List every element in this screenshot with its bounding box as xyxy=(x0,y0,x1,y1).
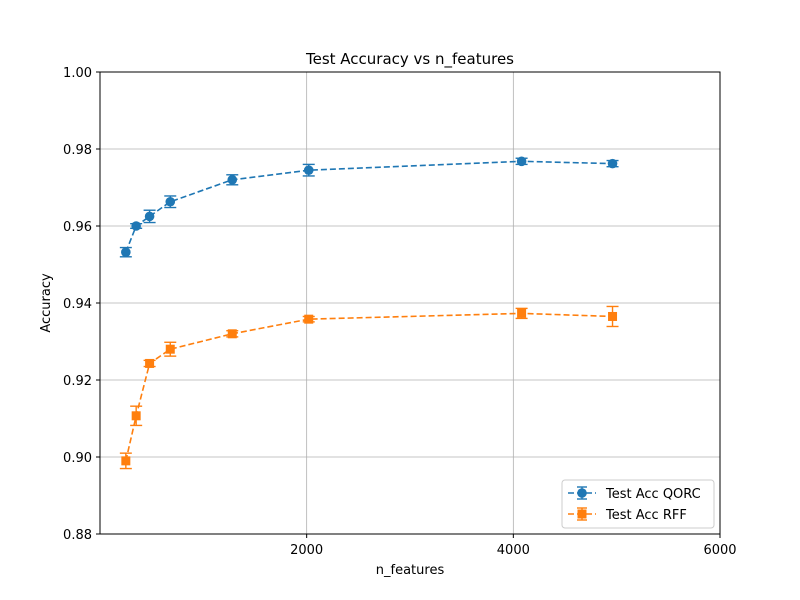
x-tick-label: 2000 xyxy=(290,543,323,558)
data-point xyxy=(606,158,619,169)
data-point xyxy=(119,452,132,470)
data-point xyxy=(226,174,239,186)
y-tick-label: 0.90 xyxy=(63,451,92,466)
y-tick-label: 1.00 xyxy=(63,66,92,81)
data-point xyxy=(302,314,315,324)
legend-square-marker xyxy=(577,509,587,519)
circle-marker xyxy=(303,165,314,175)
data-point xyxy=(606,305,619,328)
square-marker xyxy=(227,329,237,339)
legend-frame xyxy=(561,479,715,529)
y-tick-label: 0.92 xyxy=(63,374,92,389)
y-tick-label: 0.98 xyxy=(63,143,92,158)
square-marker xyxy=(608,311,618,321)
data-point xyxy=(119,246,132,258)
legend-item: Test Acc QORC xyxy=(568,486,701,502)
square-marker xyxy=(121,456,131,466)
chart-title: Test Accuracy vs n_features xyxy=(305,50,514,69)
data-point xyxy=(164,195,177,209)
circle-marker xyxy=(165,196,176,207)
data-point xyxy=(302,163,315,177)
data-point xyxy=(130,221,143,231)
legend: Test Acc QORC Test Acc RFF xyxy=(561,479,715,529)
data-point xyxy=(515,307,528,320)
data-point xyxy=(164,341,177,357)
circle-marker xyxy=(516,156,527,167)
legend-items: Test Acc QORC Test Acc RFF xyxy=(568,486,701,523)
circle-marker xyxy=(131,221,141,231)
x-tick-label: 4000 xyxy=(497,543,530,558)
square-marker xyxy=(304,314,314,324)
y-tick-label: 0.96 xyxy=(63,220,92,235)
x-tick-label: 6000 xyxy=(703,543,736,558)
data-point xyxy=(226,329,239,339)
y-axis-label: Accuracy xyxy=(39,273,54,333)
square-marker xyxy=(145,358,155,368)
square-marker xyxy=(165,344,175,354)
data-point xyxy=(143,358,156,368)
circle-marker xyxy=(607,158,618,169)
legend-label: Test Acc RFF xyxy=(605,508,687,523)
x-axis-label: n_features xyxy=(376,563,445,578)
y-tick-label: 0.94 xyxy=(63,297,92,312)
series-marks xyxy=(119,156,619,470)
data-point xyxy=(130,405,143,427)
data-point xyxy=(515,156,528,167)
legend-circle-marker xyxy=(577,488,587,498)
square-marker xyxy=(517,308,527,318)
y-tick-label: 0.88 xyxy=(63,528,92,543)
square-marker xyxy=(131,411,141,421)
circle-marker xyxy=(227,175,238,185)
circle-marker xyxy=(121,247,131,257)
series-line-2 xyxy=(125,312,613,462)
data-point xyxy=(143,209,156,224)
axes: 2000 4000 6000 0.88 0.90 0.92 0.94 0.96 0.98 1.00 xyxy=(63,66,737,558)
circle-marker xyxy=(144,211,155,222)
legend-label: Test Acc QORC xyxy=(605,487,701,502)
legend-item: Test Acc RFF xyxy=(568,507,687,523)
